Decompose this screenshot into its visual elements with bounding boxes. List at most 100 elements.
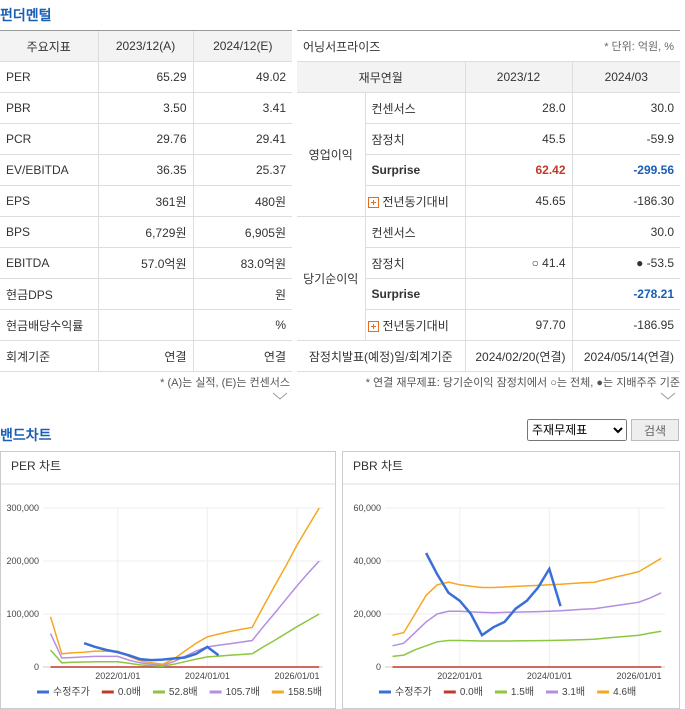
cell: 49.02 — [192, 61, 292, 93]
series-line — [49, 507, 320, 666]
cell: -278.21 — [571, 278, 681, 310]
row: BPS 6,729원 6,905원 — [0, 216, 292, 248]
expand-icon[interactable] — [270, 390, 290, 402]
note: * (A)는 실적, (E)는 컨센서스 — [160, 377, 290, 389]
cell: 97.70 — [464, 309, 572, 341]
cell: 45.5 — [464, 123, 572, 155]
series-line — [83, 642, 220, 662]
cell: 재무연월 — [297, 61, 465, 93]
series-line — [424, 552, 562, 638]
series-line — [49, 613, 320, 667]
earnings-table: 어닝서프라이즈 * 단위: 억원, % 재무연월 2023/12 2024/03 영업이익… — [297, 30, 681, 372]
cell: BPS — [0, 216, 98, 248]
cell: 2024/05/14(연결) — [571, 340, 681, 372]
x-tick-label: 2024/01/01 — [527, 671, 572, 681]
cell: ● -53.5 — [571, 247, 681, 279]
row: 잠정치발표(예정)일/회계기준 2024/02/20(연결) 2024/05/14(… — [297, 340, 681, 372]
cell: 6,905원 — [192, 216, 292, 248]
cell: 3.50 — [97, 92, 193, 124]
y-tick-label: 100,000 — [6, 609, 39, 619]
series-line — [49, 560, 320, 667]
legend-label: 수정주가 — [395, 686, 432, 698]
note: * 연결 재무제표: 당기순이익 잠정치에서 ○는 전체, ●는 지배주주 기준 — [365, 377, 680, 389]
legend-label: 3.1배 — [562, 686, 585, 698]
cell: 연결 — [97, 340, 193, 372]
row: 회계기준 연결 연결 — [0, 340, 292, 372]
cell: 83.0억원 — [192, 247, 292, 279]
y-tick-label: 0 — [34, 662, 39, 672]
row: 주요지표 2023/12(A) 2024/12(E) — [0, 30, 292, 62]
cell: PER — [0, 61, 98, 93]
section-title: 펀더멘털 — [0, 7, 52, 23]
cell: 480원 — [192, 185, 292, 217]
cell: 361원 — [97, 185, 193, 217]
cell: 57.0억원 — [97, 247, 193, 279]
cell: 25.37 — [192, 154, 292, 186]
cell: 현금배당수익률 — [0, 309, 98, 341]
cell: PBR — [0, 92, 98, 124]
cell: EV/EBITDA — [0, 154, 98, 186]
legend-label: 1.5배 — [511, 686, 534, 698]
cell: -186.95 — [571, 309, 681, 341]
row: 현금DPS 원 — [0, 278, 292, 310]
row: 당기순이익 컨센서스 30.0 — [297, 216, 681, 341]
cell: % — [192, 309, 292, 341]
cell: 2024/03 — [571, 61, 681, 93]
expand-icon[interactable] — [658, 390, 678, 402]
series-line — [392, 630, 662, 658]
x-tick-label: 2022/01/01 — [437, 671, 482, 681]
cell: 원 — [192, 278, 292, 310]
row: 재무연월 2023/12 2024/03 — [297, 61, 681, 93]
fundamentals-table: 주요지표 2023/12(A) 2024/12(E) PER 65.29 49.02 PBR… — [0, 30, 292, 372]
row: PCR 29.76 29.41 — [0, 123, 292, 155]
cell: 30.0 — [571, 92, 681, 124]
cell: 전년동기대비 — [364, 309, 465, 341]
row: 현금배당수익률% — [0, 309, 292, 341]
cell: ○ 41.4 — [464, 247, 572, 279]
cell: -299.56 — [571, 154, 681, 186]
cell: -186.30 — [571, 185, 681, 217]
cell: PCR — [0, 123, 98, 155]
row: PBR 3.50 3.41 — [0, 92, 292, 124]
cell: 영업이익 — [297, 92, 365, 217]
cell: 3.41 — [192, 92, 292, 124]
cell: 2023/12(A) — [97, 30, 193, 62]
legend-label: 4.6배 — [613, 686, 636, 698]
cell: 65.29 — [97, 61, 193, 93]
plus-icon[interactable] — [367, 320, 379, 332]
chart: PER 차트 0 100,000 200,000 300,000 2022/01/01 20… — [0, 451, 336, 709]
cell: 62.42 — [464, 154, 572, 186]
legend-label: 수정주가 — [53, 686, 90, 698]
cell: 당기순이익 — [297, 216, 365, 341]
legend-label: 0.0배 — [118, 686, 141, 698]
cell — [97, 309, 193, 341]
cell — [464, 216, 572, 248]
y-tick-label: 0 — [376, 662, 381, 672]
cell: 잠정치발표(예정)일/회계기준 — [297, 340, 465, 372]
y-tick-label: 40,000 — [353, 556, 381, 566]
legend-label: 52.8배 — [169, 686, 198, 698]
cell: 29.76 — [97, 123, 193, 155]
cell: 현금DPS — [0, 278, 98, 310]
cell — [97, 278, 193, 310]
cell — [464, 278, 572, 310]
statement-select[interactable]: 주재무제표 — [527, 419, 627, 441]
cell: 30.0 — [571, 216, 681, 248]
cell: 6,729원 — [97, 216, 193, 248]
row: PER 65.29 49.02 — [0, 61, 292, 93]
row: EBITDA 57.0억원 83.0억원 — [0, 247, 292, 279]
cell: 잠정치 — [364, 247, 465, 279]
search-button[interactable]: 검색 — [631, 419, 679, 441]
series-line — [392, 557, 662, 636]
cell: 잠정치 — [364, 123, 465, 155]
legend-label: 0.0배 — [460, 686, 483, 698]
cell: 2023/12 — [464, 61, 572, 93]
plus-icon[interactable] — [367, 196, 379, 208]
cell: 2024/12(E) — [192, 30, 292, 62]
cell: 28.0 — [464, 92, 572, 124]
cell: 컨센서스 — [364, 216, 465, 248]
cell: 29.41 — [192, 123, 292, 155]
cell: 연결 — [192, 340, 292, 372]
row: EV/EBITDA 36.35 25.37 — [0, 154, 292, 186]
row: Surprise 62.42 -299.56 — [297, 154, 681, 186]
